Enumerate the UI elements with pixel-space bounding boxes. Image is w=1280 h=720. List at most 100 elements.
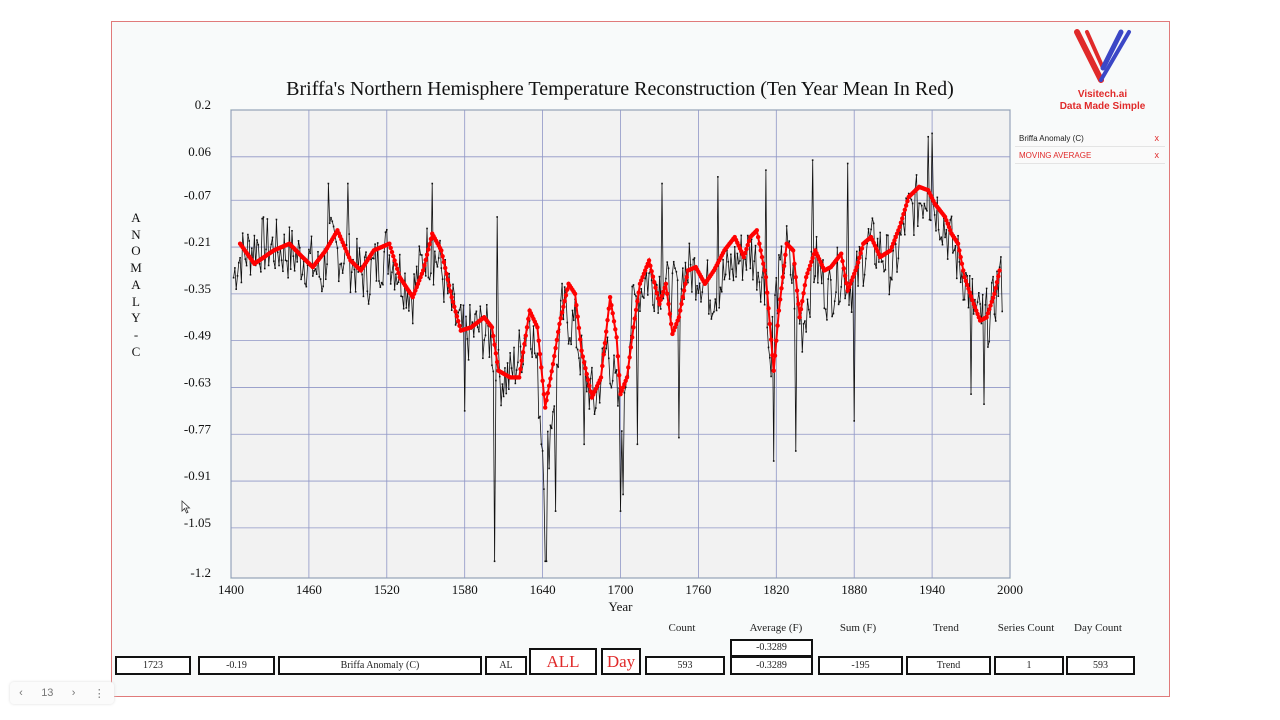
briffa-point	[805, 331, 807, 333]
briffa-point	[765, 169, 767, 171]
briffa-point	[400, 295, 402, 297]
briffa-point	[488, 356, 491, 358]
briffa-point	[550, 427, 553, 430]
briffa-point	[807, 308, 810, 311]
moving-average-point	[792, 261, 797, 266]
year-field[interactable]: 1723	[115, 656, 191, 675]
x-tick-label: 1940	[919, 582, 945, 597]
briffa-point	[335, 241, 337, 243]
moving-average-point	[993, 285, 998, 291]
moving-average-point	[800, 299, 805, 304]
moving-average-point	[619, 388, 624, 393]
briffa-point	[993, 313, 996, 316]
briffa-point	[632, 284, 635, 286]
briffa-point	[905, 197, 907, 200]
briffa-point	[553, 405, 556, 407]
briffa-point	[667, 267, 670, 270]
briffa-point	[356, 237, 358, 240]
moving-average-point	[581, 360, 587, 365]
moving-average-point	[994, 279, 1000, 285]
briffa-point	[763, 303, 766, 306]
briffa-point	[270, 243, 273, 246]
briffa-point	[286, 260, 288, 262]
moving-average-point	[945, 221, 950, 226]
series-select[interactable]: Briffa Anomaly (C)	[278, 656, 482, 675]
briffa-point	[362, 295, 365, 298]
next-page-icon[interactable]: ›	[71, 687, 76, 699]
briffa-point	[962, 299, 965, 301]
remove-series-icon[interactable]: x	[1154, 133, 1160, 143]
briffa-point	[591, 366, 593, 369]
briffa-point	[562, 318, 565, 321]
legend-item-moving-average[interactable]: MOVING AVERAGE x	[1015, 147, 1165, 164]
legend-item-briffa[interactable]: Briffa Anomaly (C) x	[1015, 130, 1165, 147]
briffa-point	[349, 291, 352, 294]
y-tick-label: -1.2	[190, 565, 211, 580]
briffa-point	[239, 257, 241, 259]
briffa-point	[753, 260, 756, 263]
briffa-point	[552, 411, 554, 413]
briffa-point	[674, 267, 676, 270]
briffa-point	[983, 403, 985, 405]
briffa-point	[752, 278, 754, 281]
briffa-point	[798, 322, 801, 325]
briffa-point	[556, 363, 558, 366]
moving-average-point	[790, 248, 796, 253]
briffa-point	[707, 313, 710, 315]
briffa-point	[508, 388, 510, 390]
briffa-point	[727, 260, 730, 263]
al-button[interactable]: AL	[485, 656, 527, 675]
moving-average-point	[557, 321, 562, 327]
briffa-point	[937, 228, 940, 231]
briffa-point	[970, 393, 972, 395]
briffa-point	[360, 265, 362, 268]
all-button[interactable]: ALL	[529, 648, 597, 675]
moving-average-point	[392, 258, 397, 263]
briffa-point	[514, 382, 517, 385]
moving-average-point	[613, 327, 618, 332]
moving-average-point	[672, 325, 678, 330]
briffa-point	[348, 233, 350, 235]
remove-series-icon[interactable]: x	[1154, 150, 1160, 160]
briffa-point	[283, 233, 286, 236]
moving-average-point	[678, 308, 683, 313]
moving-average-point	[426, 247, 431, 252]
moving-average-point	[667, 311, 673, 317]
moving-average-point	[411, 291, 417, 297]
moving-average-point	[997, 268, 1002, 273]
value-field[interactable]: -0.19	[198, 656, 275, 675]
moving-average-point	[681, 288, 687, 293]
moving-average-point	[798, 307, 804, 312]
more-menu-icon[interactable]: ⋮	[93, 687, 105, 700]
briffa-point	[537, 417, 540, 419]
briffa-point	[793, 307, 796, 310]
briffa-point	[293, 269, 296, 272]
moving-average-point	[984, 315, 989, 320]
prev-page-icon[interactable]: ‹	[19, 687, 23, 699]
briffa-point	[935, 229, 937, 232]
trend-button[interactable]: Trend	[906, 656, 991, 675]
briffa-point	[672, 260, 675, 263]
briffa-point	[710, 318, 713, 320]
moving-average-point	[415, 281, 421, 287]
moving-average-point	[561, 304, 566, 309]
moving-average-point	[683, 281, 688, 287]
moving-average-point	[900, 216, 905, 221]
briffa-point	[546, 430, 549, 433]
briffa-point	[810, 250, 813, 253]
moving-average-point	[964, 282, 970, 287]
briffa-point	[853, 420, 855, 422]
moving-average-point	[546, 383, 552, 388]
briffa-point	[633, 293, 636, 296]
x-tick-label: 1760	[685, 582, 711, 597]
moving-average-point	[617, 373, 622, 378]
briffa-point	[495, 379, 497, 382]
moving-average-point	[783, 252, 788, 258]
briffa-point	[870, 228, 872, 231]
briffa-point	[260, 270, 262, 273]
moving-average-point	[548, 376, 553, 381]
briffa-point	[388, 254, 391, 256]
day-button[interactable]: Day	[601, 648, 641, 675]
briffa-point	[444, 259, 447, 261]
briffa-point	[789, 273, 792, 276]
